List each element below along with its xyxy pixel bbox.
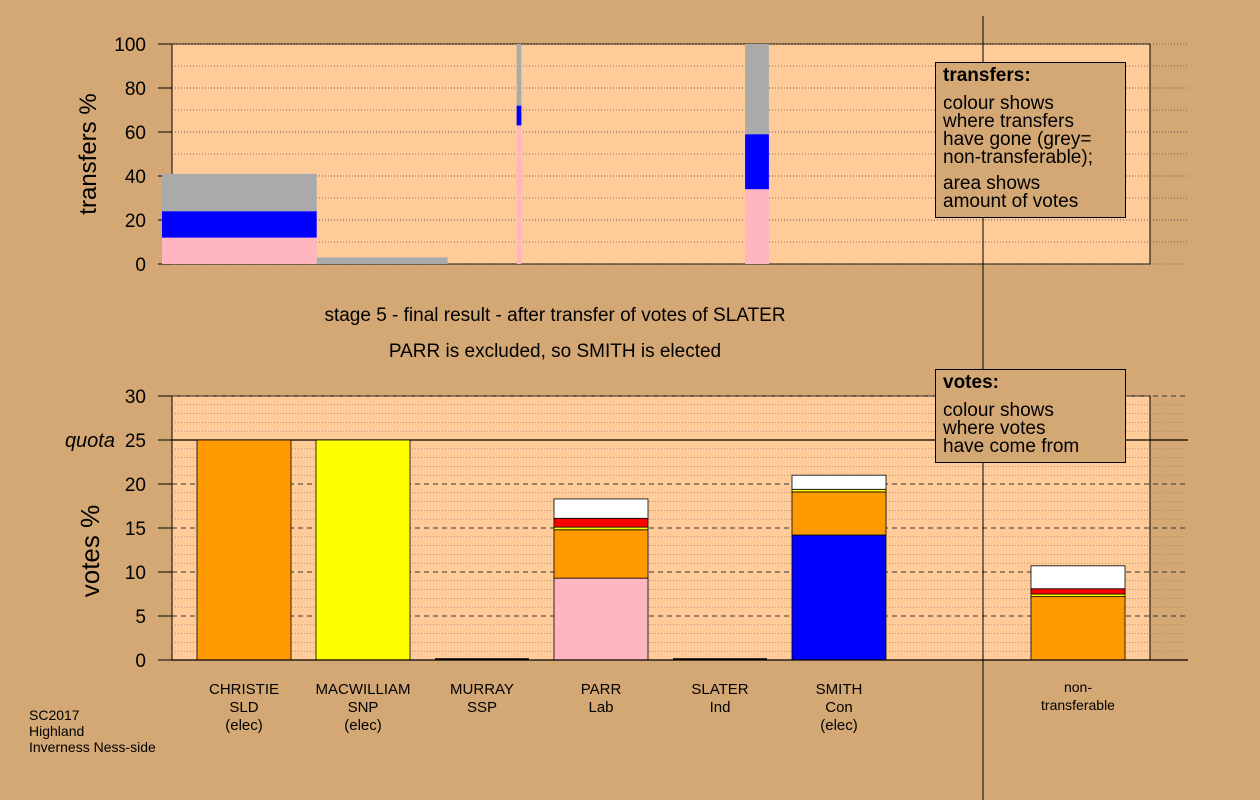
category-label: CHRISTIE (209, 681, 279, 698)
transfers-y-label: transfers % (75, 93, 102, 214)
category-label: (elec) (344, 717, 382, 734)
transfers-tick-label: 60 (125, 123, 146, 144)
stage-subtitle: PARR is excluded, so SMITH is elected (388, 341, 722, 362)
footnote: SC2017 Highland Inverness Ness-side (29, 707, 156, 755)
transfers-bar-segment (745, 44, 769, 135)
legend-votes-line: colour shows (943, 400, 1054, 421)
legend-transfers-line: where transfers (943, 111, 1074, 132)
category-label: transferable (1041, 697, 1115, 713)
votes-tick-label: 5 (135, 607, 146, 628)
votes-bar-segment (1030, 588, 1126, 595)
legend-votes-line: where votes (943, 418, 1046, 439)
votes-bar-segment (553, 517, 649, 528)
votes-bar-segment (553, 577, 649, 661)
category-label: (elec) (820, 717, 858, 734)
legend-transfers-line: area shows (943, 173, 1041, 194)
category-label: (elec) (225, 717, 263, 734)
category-label: SSP (467, 699, 497, 716)
transfers-bar-segment (162, 211, 317, 238)
transfers-bar-segment (516, 105, 522, 126)
votes-bar-segment (196, 439, 292, 661)
votes-tick-label: 20 (125, 475, 146, 496)
legend-votes-line: have come from (943, 436, 1080, 457)
transfers-tick-label: 100 (114, 35, 146, 56)
category-label: MACWILLIAM (315, 681, 410, 698)
category-label: Lab (588, 699, 613, 716)
transfers-tick-label: 20 (125, 211, 146, 232)
transfers-bar-segment (316, 257, 448, 264)
legend-transfers-title: transfers: (943, 65, 1031, 86)
transfers-tick-label: 80 (125, 79, 146, 100)
votes-bar-segment (553, 498, 649, 519)
votes-bar-segment (791, 474, 887, 490)
legend-votes-title: votes: (943, 372, 999, 393)
stage-title: stage 5 - final result - after transfer … (324, 305, 786, 326)
category-label: SMITH (816, 681, 863, 698)
legend-votes: votes: colour shows where votes have com… (935, 369, 1126, 463)
transfers-bar-segment (516, 44, 522, 106)
category-label: MURRAY (450, 681, 514, 698)
legend-transfers-line: non-transferable); (943, 147, 1093, 168)
category-label: Ind (710, 699, 731, 716)
legend-transfers-line: have gone (grey= (943, 129, 1092, 150)
legend-transfers: transfers: colour shows where transfers … (935, 62, 1126, 218)
votes-y-label: votes % (75, 505, 105, 598)
footnote-line: Inverness Ness-side (29, 739, 156, 755)
transfers-bar-segment (162, 173, 317, 212)
votes-bar-segment (1030, 596, 1126, 661)
category-label: Con (825, 699, 853, 716)
transfers-tick-label: 0 (135, 255, 146, 276)
transfers-tick-label: 40 (125, 167, 146, 188)
legend-transfers-line: amount of votes (943, 191, 1079, 212)
votes-bar-segment (1030, 565, 1126, 590)
category-label: PARR (581, 681, 622, 698)
votes-bar-segment (791, 534, 887, 661)
category-label: non- (1064, 679, 1092, 695)
votes-tick-label: 10 (125, 563, 146, 584)
category-label: SNP (348, 699, 379, 716)
footnote-line: Highland (29, 723, 85, 739)
votes-tick-label: 15 (125, 519, 146, 540)
category-label: SLD (229, 699, 258, 716)
quota-label: quota (65, 430, 115, 452)
votes-bar-segment (791, 491, 887, 536)
votes-tick-label: 30 (125, 387, 146, 408)
category-label: SLATER (691, 681, 748, 698)
votes-tick-label: 25 (125, 431, 146, 452)
transfers-bar-segment (516, 125, 522, 265)
transfers-bar-segment (162, 237, 317, 264)
transfers-bar-segment (745, 189, 769, 264)
votes-bar-segment (553, 529, 649, 579)
footnote-line: SC2017 (29, 707, 80, 723)
votes-tick-label: 0 (135, 651, 146, 672)
transfers-bar-segment (745, 134, 769, 190)
legend-transfers-line: colour shows (943, 93, 1054, 114)
votes-bar-segment (315, 439, 411, 661)
